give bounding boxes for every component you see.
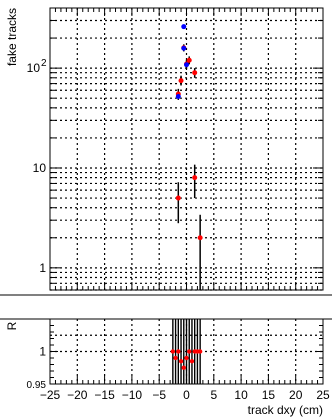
x-tick-label: 0 — [183, 388, 190, 402]
main-data-point-blue — [181, 24, 187, 30]
ratio-y-tick-label: 0.95 — [27, 380, 47, 391]
x-tick-label: −10 — [122, 388, 143, 402]
ratio-data-point — [170, 349, 176, 354]
ratio-data-point — [178, 359, 184, 364]
x-tick-label: 5 — [210, 388, 217, 402]
ratio-data-point — [189, 359, 195, 364]
main-y-tick-label-exponent: 2 — [41, 58, 47, 69]
x-tick-label: −5 — [152, 388, 166, 402]
main-data-point-red — [192, 70, 198, 76]
x-tick-label: −15 — [94, 388, 115, 402]
main-data-point-blue — [181, 45, 187, 51]
main-data-point-red — [175, 195, 181, 201]
x-tick-label: −25 — [40, 388, 61, 402]
main-data-point-blue — [175, 93, 181, 99]
main-data-point-red — [192, 175, 198, 181]
ratio-data-point — [187, 349, 192, 354]
ratio-y-axis-label: R — [5, 321, 19, 330]
ratio-y-tick-label: 1 — [39, 345, 46, 359]
main-data-point-blue — [184, 62, 189, 68]
x-tick-label: 25 — [316, 388, 330, 402]
main-data-point-red — [186, 57, 192, 63]
main-y-axis-label: fake tracks — [5, 8, 19, 66]
x-tick-label: 10 — [234, 388, 248, 402]
ratio-data-point — [197, 349, 203, 354]
x-axis-label: track dxy (cm) — [248, 403, 323, 417]
ratio-data-point — [176, 349, 181, 354]
main-y-tick-label: 1 — [39, 261, 46, 275]
x-tick-label: 15 — [262, 388, 276, 402]
main-y-tick-label: 10 — [27, 61, 41, 75]
x-tick-label: 20 — [289, 388, 303, 402]
panel-gap — [0, 295, 332, 319]
main-data-point-red — [178, 78, 184, 84]
ratio-data-point — [184, 355, 189, 361]
ratio-data-point — [173, 355, 178, 361]
ratio-data-point — [181, 365, 186, 370]
main-y-tick-label: 10 — [33, 161, 47, 175]
x-tick-label: −20 — [67, 388, 88, 402]
main-data-point-red — [197, 235, 203, 241]
